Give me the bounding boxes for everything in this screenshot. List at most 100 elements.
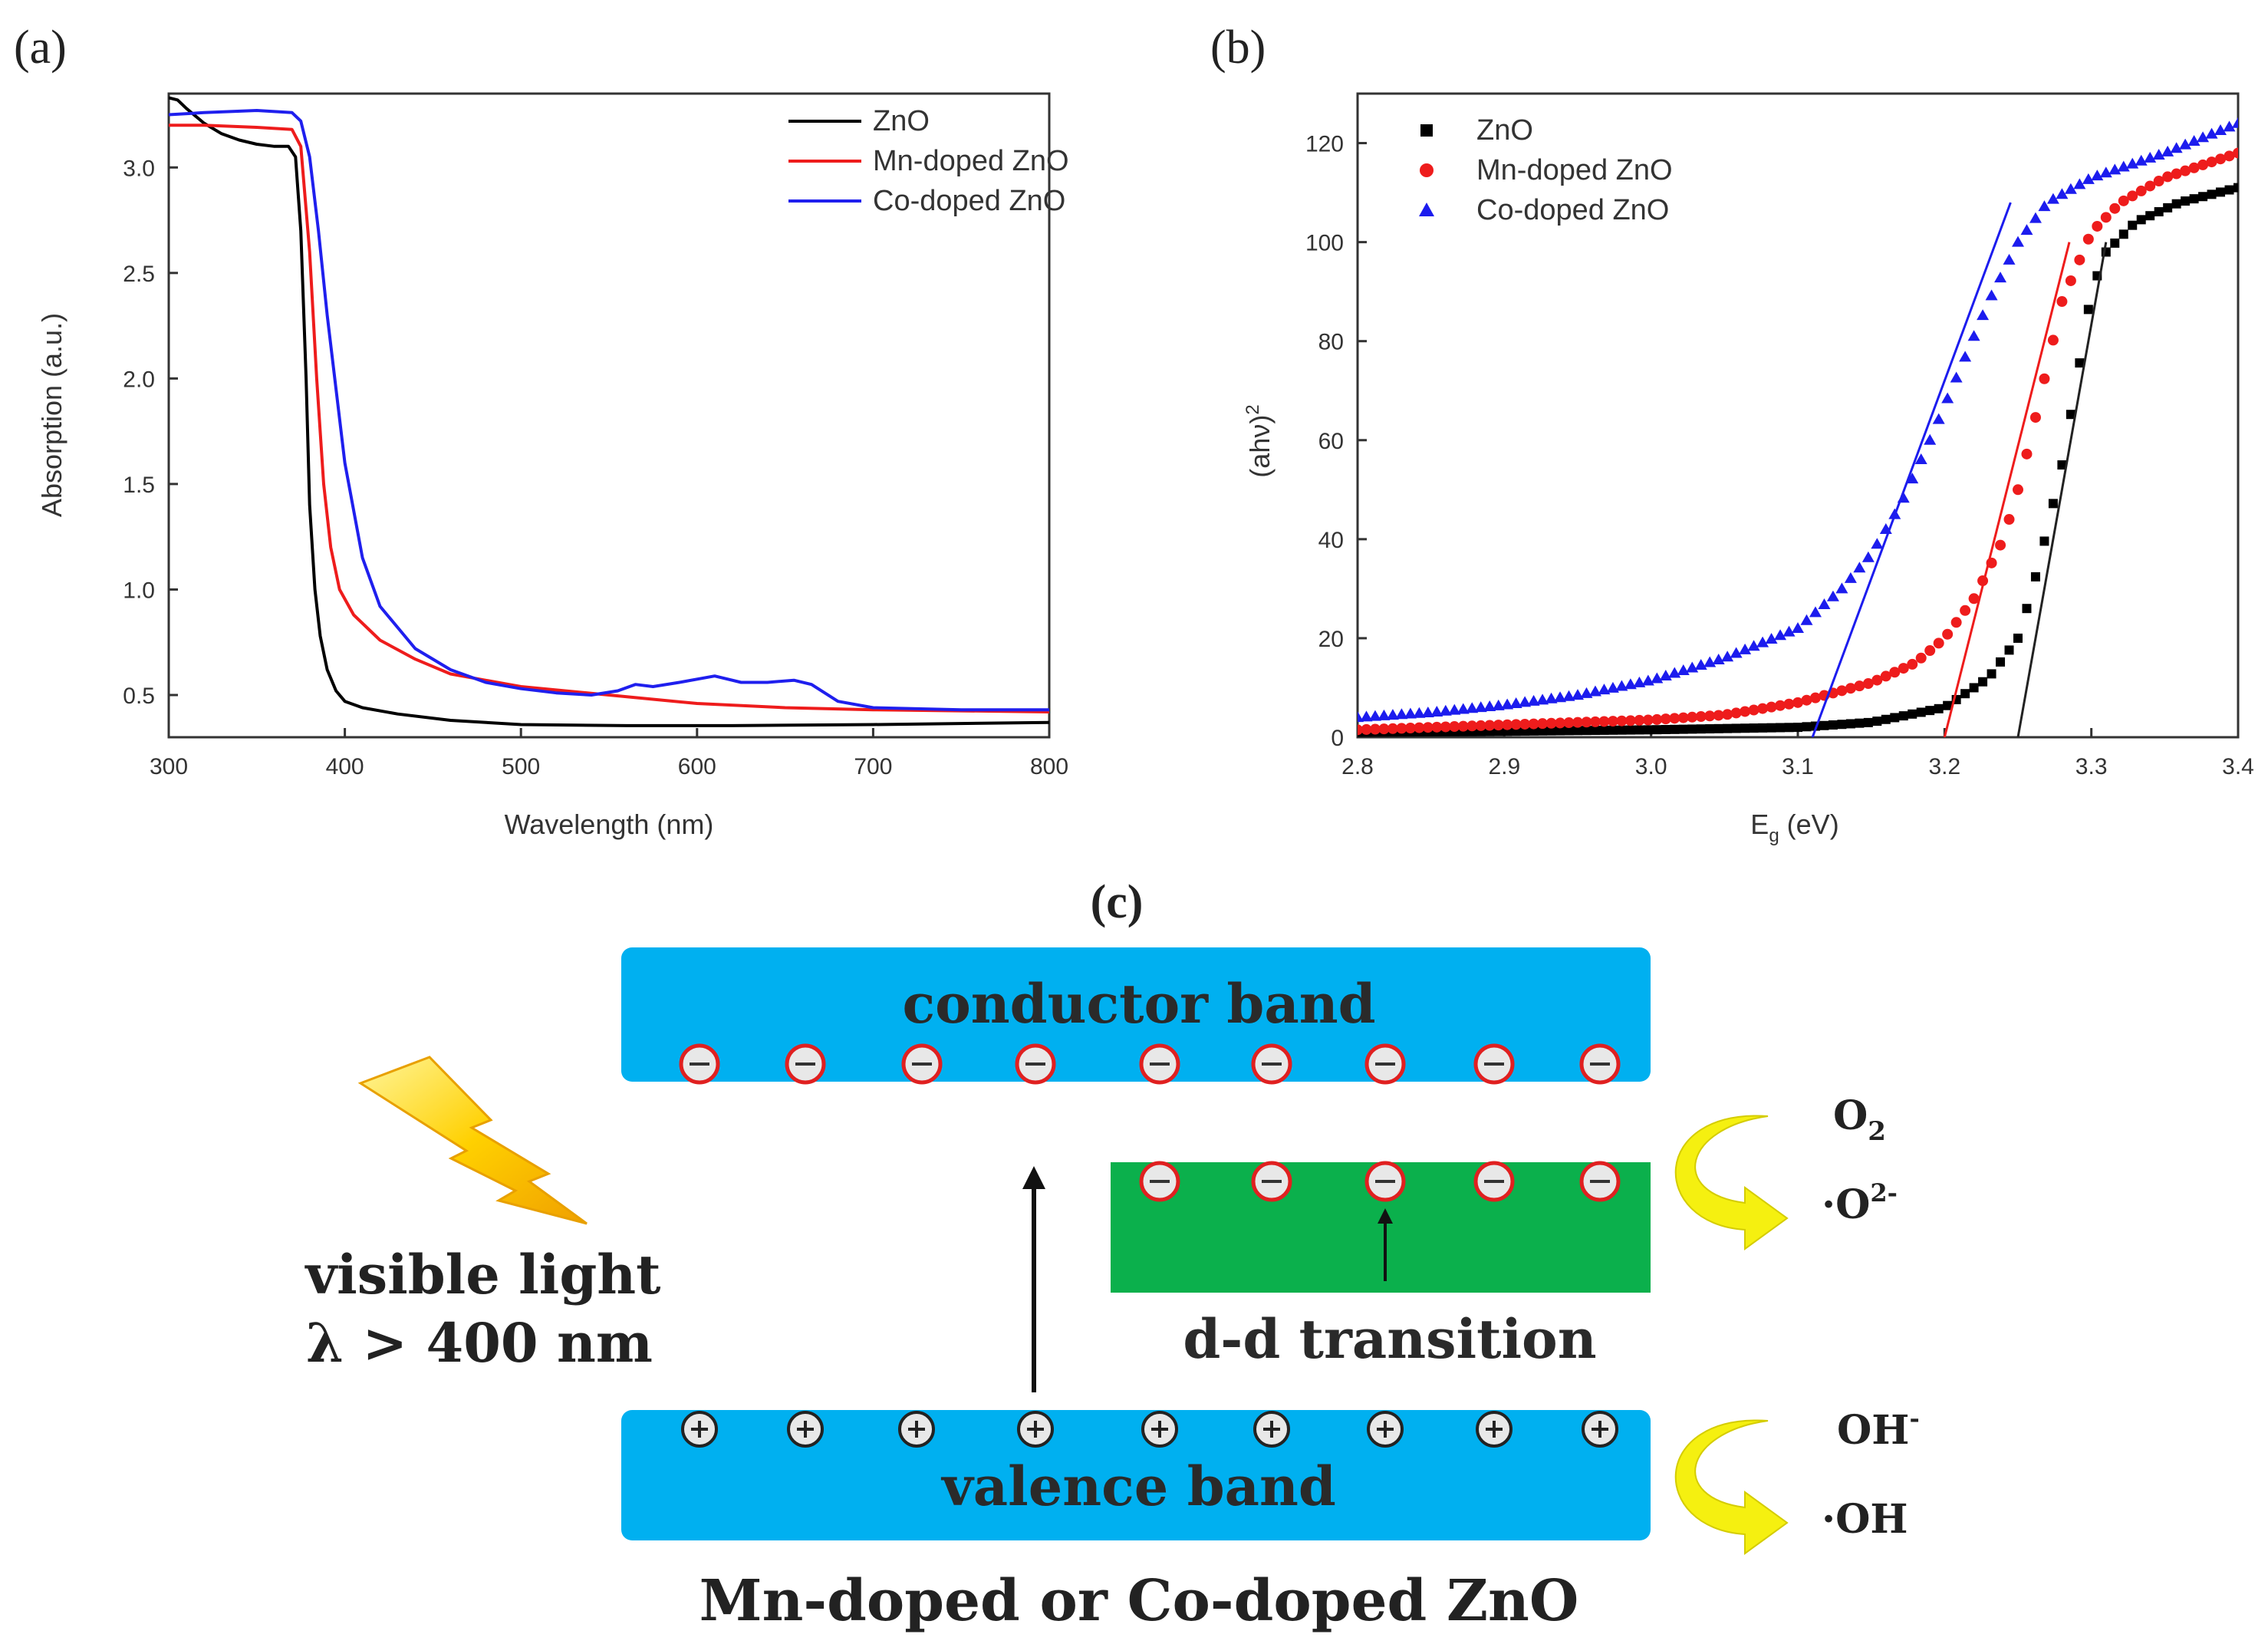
oh-oxidation-arrow-icon (1674, 1419, 1789, 1555)
data-point-zno (1573, 726, 1582, 736)
data-point-co-doped-zno (1712, 654, 1725, 665)
data-point-zno (1678, 724, 1688, 734)
y-tick-label: 0 (1331, 726, 1344, 751)
data-point-mn-doped-zno (1942, 628, 1954, 640)
data-point-co-doped-zno (1826, 590, 1839, 601)
data-point-co-doped-zno (1501, 698, 1514, 710)
data-point-co-doped-zno (1395, 708, 1408, 720)
data-point-mn-doped-zno (1449, 721, 1460, 733)
data-point-mn-doped-zno (2056, 296, 2068, 308)
data-point-co-doped-zno (2029, 212, 2042, 223)
data-point-co-doped-zno (2214, 124, 2227, 136)
legend-marker-mn-doped-zno (1420, 163, 1434, 177)
data-point-co-doped-zno (2012, 236, 2024, 247)
data-point-co-doped-zno (1483, 700, 1496, 711)
hydroxyl-radical-label: ·OH (1822, 1496, 1908, 1543)
y-tick-label: 1.0 (123, 578, 155, 603)
o2-reduction-arrow-icon (1674, 1115, 1789, 1250)
data-point-mn-doped-zno (2003, 514, 2015, 525)
data-point-co-doped-zno (1950, 371, 1963, 383)
data-point-zno (1828, 720, 1838, 730)
data-point-zno (2181, 196, 2191, 206)
data-point-mn-doped-zno (2082, 233, 2094, 245)
data-point-zno (1776, 723, 1786, 733)
data-point-zno (1881, 714, 1891, 724)
data-point-mn-doped-zno (2127, 190, 2138, 202)
x-axis-title-b: Eg (eV) (1750, 809, 1838, 846)
electron-icon (1015, 1043, 1056, 1085)
data-point-mn-doped-zno (2188, 162, 2200, 173)
data-point-zno (1793, 723, 1802, 733)
data-point-zno (1740, 723, 1750, 733)
electron-icon (679, 1043, 720, 1085)
data-point-mn-doped-zno (1704, 710, 1716, 722)
data-point-co-doped-zno (2003, 253, 2016, 265)
data-point-zno (1713, 723, 1723, 733)
y-tick-label: 60 (1318, 429, 1344, 454)
data-point-zno (1538, 726, 1548, 736)
y-axis-title-a: Absorption (a.u.) (36, 313, 67, 517)
data-point-mn-doped-zno (1404, 722, 1416, 733)
data-point-co-doped-zno (2205, 127, 2218, 139)
data-point-mn-doped-zno (1502, 719, 1513, 730)
data-point-zno (2216, 187, 2226, 197)
data-point-mn-doped-zno (1766, 701, 1777, 713)
data-point-zno (1696, 724, 1706, 734)
band-diagram: (c) conductor band d-d transition valenc… (304, 876, 1919, 1634)
hole-icon (1476, 1411, 1513, 1448)
data-point-co-doped-zno (1782, 625, 1796, 637)
data-point-mn-doped-zno (1493, 720, 1504, 731)
data-point-co-doped-zno (1774, 629, 1787, 641)
data-point-co-doped-zno (2126, 157, 2139, 169)
data-point-co-doped-zno (1439, 704, 1452, 716)
data-point-zno (1599, 725, 1609, 735)
wavelength-condition-label: λ > 400 nm (306, 1311, 653, 1375)
data-point-co-doped-zno (1421, 706, 1434, 717)
fit-line (1811, 202, 2012, 737)
legend-marker-zno (1420, 124, 1433, 137)
visible-light-label: visible light (304, 1243, 660, 1306)
y-tick-label: 40 (1318, 528, 1344, 553)
data-point-mn-doped-zno (1933, 638, 1944, 649)
legend-label-mn-doped-zno: Mn-doped ZnO (1476, 154, 1673, 186)
data-point-mn-doped-zno (1677, 712, 1689, 723)
data-point-mn-doped-zno (1642, 714, 1654, 726)
data-point-mn-doped-zno (2206, 156, 2217, 168)
data-point-zno (1987, 669, 1996, 679)
data-point-co-doped-zno (1492, 699, 1505, 710)
data-point-zno (1960, 689, 1970, 699)
electron-icon (1139, 1161, 1180, 1202)
data-point-co-doped-zno (1906, 473, 1919, 484)
data-point-mn-doped-zno (1740, 706, 1751, 717)
data-point-mn-doped-zno (1757, 703, 1769, 714)
electron-icon (1251, 1043, 1292, 1085)
tauc-chart: (b) 2.8 2.9 3.0 3.1 3.2 3.3 3.4 0 20 40 60 80 100 120… (1210, 21, 2254, 846)
data-point-mn-doped-zno (2215, 153, 2227, 165)
data-point-mn-doped-zno (1871, 674, 1883, 686)
material-caption: Mn-doped or Co-doped ZnO (699, 1568, 1579, 1634)
data-point-co-doped-zno (2152, 149, 2165, 160)
data-point-zno (1837, 720, 1847, 730)
data-point-mn-doped-zno (2162, 171, 2174, 183)
data-point-mn-doped-zno (2180, 165, 2191, 176)
data-point-mn-doped-zno (1809, 692, 1821, 703)
data-point-co-doped-zno (1853, 562, 1866, 573)
data-point-zno (1723, 723, 1733, 733)
data-point-co-doped-zno (1633, 676, 1646, 687)
data-point-co-doped-zno (2082, 173, 2095, 184)
data-point-zno (2171, 199, 2181, 209)
data-point-co-doped-zno (1606, 681, 1619, 693)
data-point-co-doped-zno (1756, 636, 1769, 647)
legend-label-mn-doped-zno: Mn-doped ZnO (873, 145, 1069, 177)
data-point-co-doped-zno (2144, 151, 2157, 163)
panel-label-b: (b) (1210, 21, 1266, 74)
data-point-mn-doped-zno (1634, 714, 1645, 726)
data-point-mn-doped-zno (1669, 713, 1680, 724)
data-point-mn-doped-zno (1616, 715, 1628, 726)
electron-icon (1473, 1161, 1515, 1202)
hole-icon (1017, 1411, 1054, 1448)
data-point-co-doped-zno (1985, 289, 1998, 301)
data-point-mn-doped-zno (1510, 719, 1522, 730)
data-point-mn-doped-zno (1801, 694, 1812, 706)
